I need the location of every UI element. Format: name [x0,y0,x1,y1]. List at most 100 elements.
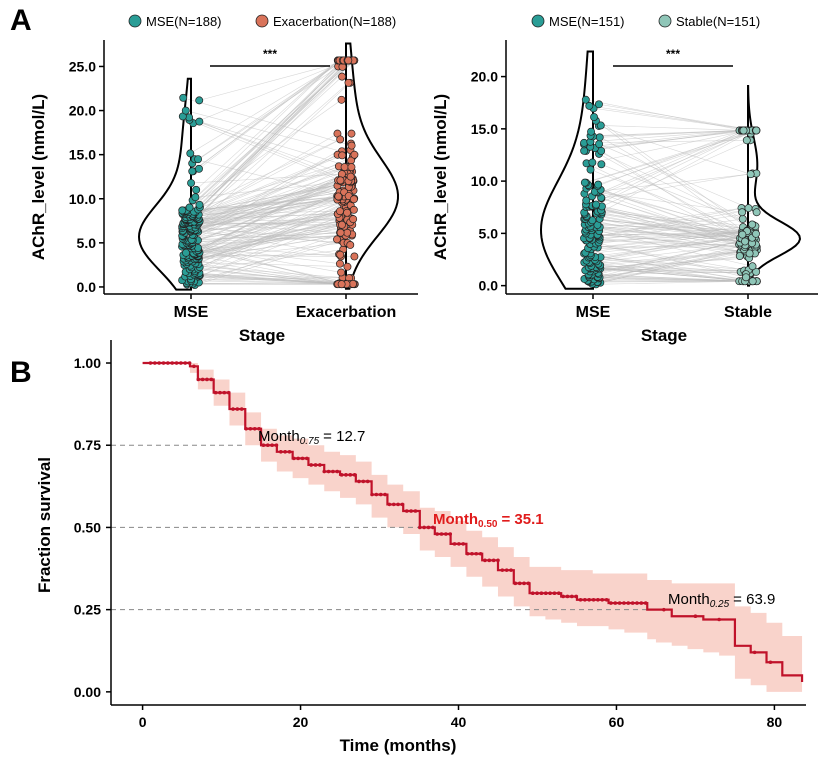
a2-pair-line [588,275,740,282]
a2-violin-mse [539,50,594,290]
annotation-month-050-label: Month [433,511,478,528]
a1-pair-line [189,225,351,246]
a1-point-right [336,250,345,259]
b-ytick-label: 0.75 [74,437,101,453]
a1-point-right [333,235,341,244]
km-censor-mark [439,532,444,536]
a2-pair-line [588,184,742,239]
a2-pair-line [590,243,757,273]
a1-pair-line [190,213,338,247]
km-censor-mark [587,597,592,602]
a1-pair-line [191,267,340,285]
a2-x-axis-title: Stage [641,326,687,345]
km-censor-mark [752,650,757,655]
a2-point-right [742,136,751,145]
legend-label-mse-a2: MSE(N=151) [549,14,625,29]
km-censor-mark [444,532,448,536]
km-censor-mark [496,558,500,563]
a1-pair-line [190,60,344,154]
a2-point-right [739,126,748,135]
a1-point-right [350,150,359,159]
km-censor-mark [244,426,248,431]
a1-point-right [346,241,355,249]
km-censor-mark [187,361,192,365]
a1-point-right [347,129,356,138]
legend-label-stable: Stable(N=151) [676,14,760,29]
a1-point-left [191,193,200,202]
a2-pair-line [599,230,753,267]
km-censor-mark [166,361,170,365]
km-censor-mark [279,450,283,454]
a2-pair-line [590,130,741,148]
a1-point-right [336,207,344,216]
km-censor-mark [287,450,292,454]
km-censor-mark [235,407,240,411]
km-censor-mark [422,525,426,530]
a1-points-mse [178,93,204,290]
km-censor-mark [252,426,257,431]
a1-pair-line [188,272,343,285]
a1-pair-line [188,244,340,265]
a1-pair-line [199,160,352,208]
km-censor-mark [583,597,587,602]
annotation-month-025-label: Month [668,591,710,608]
a1-point-right [337,280,346,289]
km-censor-mark [609,601,613,605]
a2-pair-line [595,130,751,206]
km-censor-mark [570,594,574,599]
a1-point-right [337,268,346,277]
km-censor-mark [591,597,596,602]
a1-ytick-label: 5.0 [77,235,97,251]
km-censor-mark [357,479,361,484]
a2-pair-line [598,153,743,235]
a1-x-axis-title: Stage [239,326,285,345]
km-censor-mark [596,597,600,602]
a2-pair-line [588,274,752,282]
km-censor-mark [231,407,235,411]
a2-point-right [748,262,757,271]
a2-pair-line [595,120,753,238]
plot-a2-legend: MSE(N=151) Stable(N=151) [531,14,760,29]
a1-pair-line [194,190,344,255]
a1-pair-line [198,230,351,283]
km-censor-mark [418,525,422,530]
a2-point-right [746,170,755,179]
a2-point-left [592,200,601,209]
a2-xtick-mse: MSE [576,304,611,321]
a2-pair-line [586,163,753,244]
a2-pair-line [601,211,747,246]
km-censor-mark [557,591,561,595]
a1-pair-line [183,244,347,285]
km-censor-mark [313,463,318,467]
km-censor-mark [404,509,409,513]
km-censor-mark [222,390,227,395]
a1-pair-line [182,196,340,214]
a1-pair-line [182,200,344,231]
b-xtick-label: 60 [609,714,625,730]
km-censor-mark [361,479,366,484]
a2-pair-line [585,233,744,248]
a2-point-left [585,101,594,110]
km-censor-mark [504,568,509,572]
a2-point-right [742,273,750,282]
a2-point-left [590,113,598,121]
km-censor-mark [539,591,544,595]
a1-pair-line [185,110,355,156]
a1-point-left [185,203,194,212]
b-y-ticks: 0.00 0.25 0.50 0.75 1.00 [74,355,111,700]
km-censor-mark [261,443,266,448]
km-censor-mark [565,594,570,599]
km-censor-mark [322,469,327,474]
km-censor-mark [257,426,261,431]
a1-pair-line [195,262,339,285]
a1-point-left [182,248,190,257]
a1-pair-line [182,235,346,247]
a1-pair-line [191,224,341,244]
annotation-month-025-value: = 63.9 [733,591,775,608]
km-censor-mark [474,551,479,556]
a1-points-exacerbation [333,56,359,289]
legend-label-exacerbation: Exacerbation(N=188) [273,14,396,29]
km-censor-mark [483,558,487,563]
a1-point-left [195,96,204,105]
legend-marker-mse-a1 [128,14,142,28]
